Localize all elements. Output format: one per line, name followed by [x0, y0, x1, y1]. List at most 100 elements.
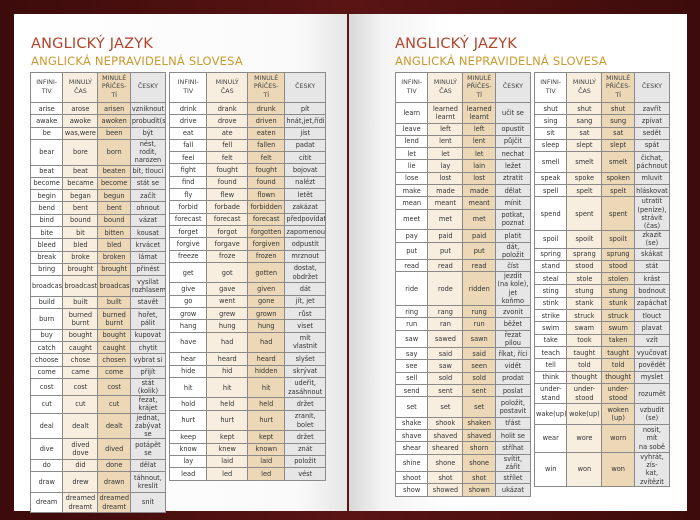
table-row: get got gotten dostat, obdržet — [168, 261, 326, 284]
czech-cell: učit se — [494, 102, 532, 124]
past-cell: hurt — [206, 409, 248, 432]
participle-cell: sold — [462, 371, 496, 385]
table-row: catch caught caught chytit — [29, 340, 167, 355]
column-header-infinitive: INFINI- TIV — [168, 72, 208, 103]
table-row: bite bit bitten kousat — [29, 225, 167, 240]
past-cell: hung — [206, 319, 248, 333]
czech-cell: nést, rodit, narozen — [129, 138, 167, 166]
czech-cell: jíst — [284, 126, 326, 140]
column-header-infinitive: INFINI- TIV — [533, 72, 568, 103]
czech-cell: přijít — [129, 365, 167, 379]
column-header-participle: MINULÉ PŘÍČES- TÍ — [462, 72, 496, 103]
past-cell: went — [206, 294, 248, 309]
participle-cell: lent — [462, 134, 496, 149]
infinitive-cell: shear — [394, 441, 429, 455]
czech-cell: udeřit, zasáhnout — [284, 376, 326, 399]
participle-cell: lain — [462, 159, 496, 173]
participle-cell: arisen — [97, 101, 131, 116]
column-header-czech: ČESKY — [284, 72, 326, 103]
czech-cell: stavět — [129, 295, 167, 310]
verb-table: INFINI- TIV MINULÝ ČAS MINULÉ PŘÍČES- TÍ ČE… — [168, 72, 326, 481]
table-row: hide hid hidden skrývat — [168, 364, 326, 378]
past-cell: cost — [62, 377, 99, 397]
czech-cell: odpustit — [284, 237, 326, 251]
infinitive-cell: show — [394, 483, 429, 497]
past-cell: spoke — [566, 171, 603, 186]
czech-cell: opustit — [494, 122, 532, 136]
infinitive-cell: think — [533, 370, 568, 384]
participle-cell: hit — [246, 376, 286, 399]
table-row: hit hit hit udeřit, zasáhnout — [168, 376, 326, 399]
header-row: INFINI- TIV MINULÝ ČAS MINULÉ PŘÍČES- TÍ ČE… — [168, 72, 326, 103]
participle-cell: cut — [97, 395, 131, 414]
infinitive-cell: dream — [29, 491, 64, 514]
column-header-past: MINULÝ ČAS — [427, 72, 464, 103]
infinitive-cell: stink — [533, 296, 568, 311]
past-cell: drove — [206, 114, 248, 128]
czech-cell: říkat, říci — [494, 347, 532, 361]
column-header-past: MINULÝ ČAS — [206, 72, 248, 103]
table-row: lead led led vést — [168, 467, 326, 481]
participle-cell: driven — [246, 114, 286, 128]
czech-cell: jezdit (na kole), jet koňmo — [494, 271, 532, 307]
participle-cell: won — [601, 452, 635, 487]
past-cell: forecast — [206, 212, 248, 226]
table-row: lie lay lain ležet — [394, 159, 532, 173]
czech-cell: vzniknout — [129, 101, 167, 116]
infinitive-cell: ring — [394, 305, 429, 319]
participle-cell: known — [246, 442, 286, 456]
table-row: find found found nalézt — [168, 175, 326, 190]
table-row: hurt hurt hurt zranit, bolet — [168, 409, 326, 432]
table-row: forgive forgave forgiven odpustit — [168, 237, 326, 251]
table-row: lend lent lent půjčit — [394, 134, 532, 149]
infinitive-cell: forgive — [168, 237, 208, 251]
infinitive-cell: go — [168, 294, 208, 309]
participle-cell: sawn — [462, 329, 496, 349]
czech-cell: vázat — [129, 213, 167, 227]
past-cell: under- stood — [566, 382, 603, 405]
past-cell: brought — [62, 262, 99, 277]
czech-cell: ohnout — [129, 201, 167, 215]
past-cell: drew — [62, 471, 99, 493]
infinitive-cell: meet — [394, 208, 429, 231]
table-row: bend bent bent ohnout — [29, 201, 167, 215]
czech-cell: přinést — [129, 262, 167, 277]
participle-cell: gone — [246, 294, 286, 309]
table-row: hear heard heard slyšet — [168, 352, 326, 366]
infinitive-cell: break — [29, 250, 64, 264]
table-row: have had had mít vlastnit — [168, 331, 326, 354]
table-row: keep kept kept držet — [168, 430, 326, 444]
past-cell: had — [206, 331, 248, 354]
participle-cell: come — [97, 365, 131, 379]
table-row: leave left left opustit — [394, 122, 532, 136]
table-row: take took taken vzít — [533, 333, 671, 347]
table-row: shave shaved shaved holit se — [394, 429, 532, 443]
past-cell: meant — [427, 196, 464, 210]
czech-cell: kupovat — [129, 328, 167, 342]
czech-cell: mínit — [494, 196, 532, 210]
infinitive-cell: ride — [394, 271, 429, 307]
infinitive-cell: hurt — [168, 409, 208, 432]
past-cell: found — [206, 175, 248, 190]
past-cell: was,were — [62, 126, 99, 140]
infinitive-cell: broadcast — [29, 275, 64, 297]
participle-cell: had — [246, 331, 286, 354]
participle-cell: dreamed dreamt — [97, 491, 131, 514]
participle-cell: forgiven — [246, 237, 286, 251]
czech-cell: čichat, páchnout — [633, 151, 671, 173]
table-row: fight fought fought bojovat — [168, 163, 326, 177]
table-row: make made made dělat — [394, 184, 532, 198]
past-cell: won — [566, 452, 603, 487]
participle-cell: held — [246, 397, 286, 411]
past-cell: woke(up) — [566, 403, 603, 426]
past-cell: chose — [62, 353, 99, 367]
participle-cell: shaved — [462, 429, 496, 443]
table-row: shake shook shaken třást — [394, 416, 532, 431]
participle-cell: left — [462, 122, 496, 136]
table-row: grow grew grown růst — [168, 307, 326, 321]
table-row: dream dreamed dreamt dreamed dreamt snít — [29, 491, 167, 514]
participle-cell: struck — [601, 309, 635, 323]
past-cell: paid — [427, 229, 464, 243]
participle-cell: shut — [601, 101, 635, 116]
participle-cell: been — [97, 126, 131, 140]
